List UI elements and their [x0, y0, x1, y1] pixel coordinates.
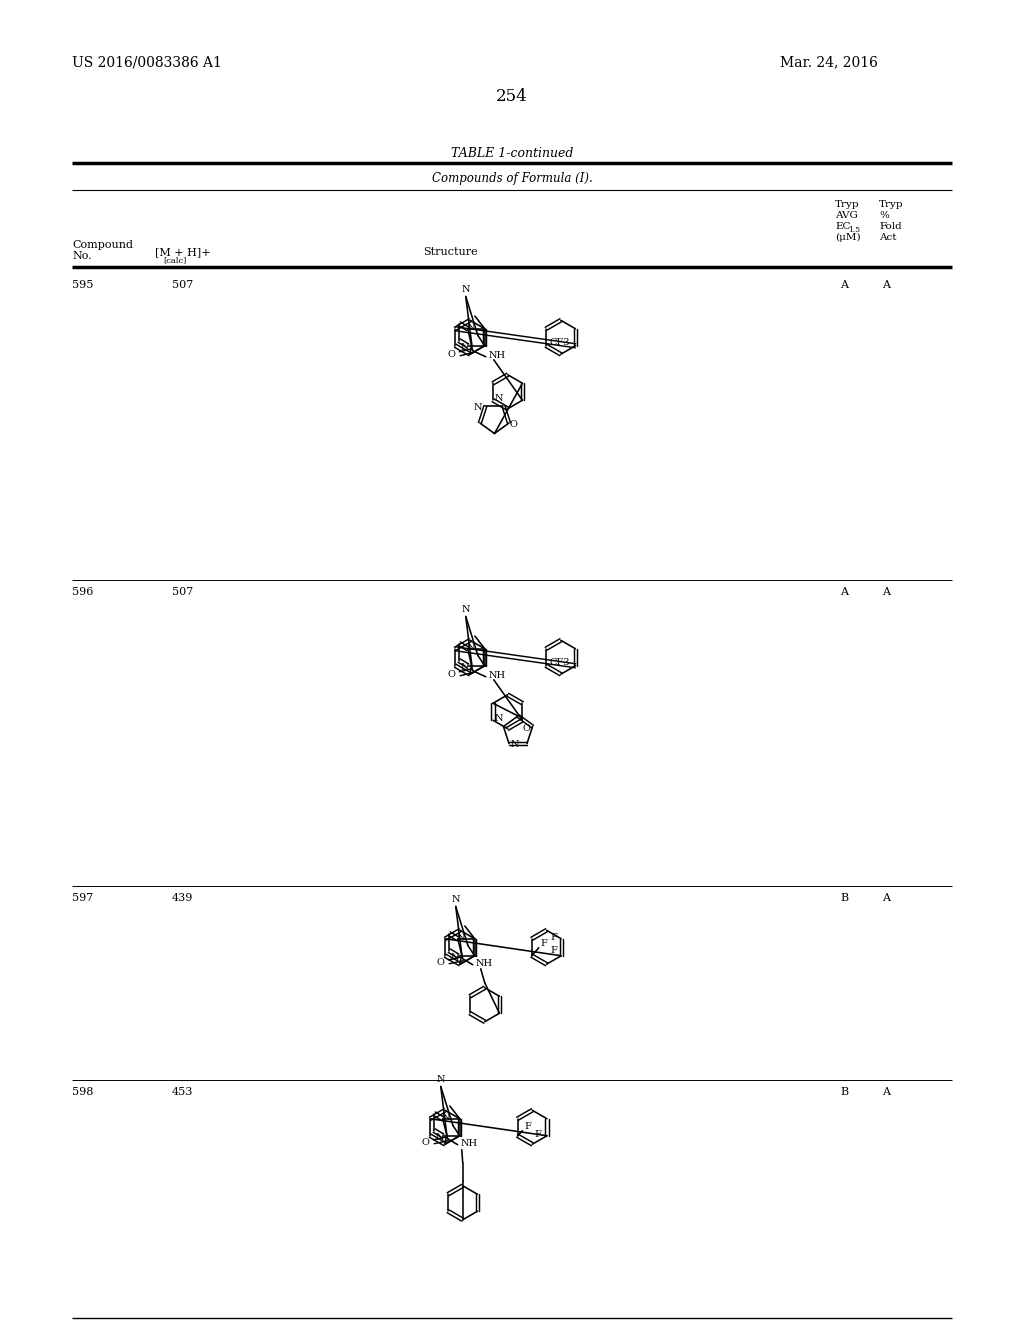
Text: Compounds of Formula (I).: Compounds of Formula (I).: [432, 172, 592, 185]
Text: A: A: [882, 280, 890, 290]
Text: A: A: [840, 280, 848, 290]
Text: [M + H]+: [M + H]+: [155, 247, 211, 257]
Text: F: F: [541, 940, 547, 948]
Text: 595: 595: [72, 280, 93, 290]
Text: Compound: Compound: [72, 240, 133, 249]
Text: EC: EC: [835, 222, 851, 231]
Text: 453: 453: [172, 1086, 194, 1097]
Text: N: N: [462, 606, 470, 614]
Text: O: O: [447, 671, 456, 680]
Text: Tryp: Tryp: [879, 201, 903, 209]
Text: Fold: Fold: [879, 222, 902, 231]
Text: Tryp: Tryp: [835, 201, 859, 209]
Text: N: N: [495, 393, 504, 403]
Text: N: N: [451, 953, 459, 962]
Text: AVG: AVG: [835, 211, 858, 220]
Text: CF3: CF3: [549, 338, 569, 347]
Text: 597: 597: [72, 894, 93, 903]
Text: A: A: [882, 894, 890, 903]
Text: 596: 596: [72, 587, 93, 597]
Text: N: N: [435, 1134, 444, 1142]
Text: O: O: [510, 421, 518, 429]
Text: N: N: [441, 1113, 451, 1122]
Text: 507: 507: [172, 587, 194, 597]
Text: N: N: [474, 404, 482, 412]
Text: N: N: [452, 895, 460, 904]
Text: F: F: [535, 1130, 541, 1139]
Text: TABLE 1-continued: TABLE 1-continued: [451, 147, 573, 160]
Text: A: A: [882, 1086, 890, 1097]
Text: O: O: [422, 1138, 430, 1147]
Text: NH: NH: [488, 672, 506, 680]
Text: 598: 598: [72, 1086, 93, 1097]
Text: B: B: [840, 1086, 848, 1097]
Text: O: O: [447, 350, 456, 359]
Text: (μM): (μM): [835, 234, 860, 242]
Text: N: N: [436, 1076, 445, 1085]
Text: B: B: [840, 894, 848, 903]
Text: N: N: [461, 663, 469, 672]
Text: Structure: Structure: [423, 247, 477, 257]
Text: N: N: [457, 933, 465, 942]
Text: N: N: [467, 643, 475, 652]
Text: N: N: [462, 285, 470, 294]
Text: O: O: [522, 725, 530, 733]
Text: No.: No.: [72, 251, 91, 261]
Text: NH: NH: [488, 351, 506, 360]
Text: N: N: [467, 323, 475, 333]
Text: A: A: [840, 587, 848, 597]
Text: O: O: [437, 958, 444, 968]
Text: F: F: [524, 1122, 531, 1131]
Text: [calc]: [calc]: [163, 256, 186, 264]
Text: US 2016/0083386 A1: US 2016/0083386 A1: [72, 55, 222, 69]
Text: A: A: [882, 587, 890, 597]
Text: Act: Act: [879, 234, 896, 242]
Text: 439: 439: [172, 894, 194, 903]
Text: NH: NH: [461, 1139, 478, 1148]
Text: F: F: [550, 946, 557, 956]
Text: Mar. 24, 2016: Mar. 24, 2016: [780, 55, 878, 69]
Text: NH: NH: [476, 960, 493, 969]
Text: 254: 254: [496, 88, 528, 106]
Text: F: F: [550, 933, 557, 942]
Text: 1.5: 1.5: [848, 226, 860, 234]
Text: N: N: [461, 343, 469, 352]
Text: CF3: CF3: [549, 659, 569, 667]
Text: N: N: [511, 741, 519, 750]
Text: 507: 507: [172, 280, 194, 290]
Text: N: N: [495, 714, 504, 723]
Text: %: %: [879, 211, 889, 220]
